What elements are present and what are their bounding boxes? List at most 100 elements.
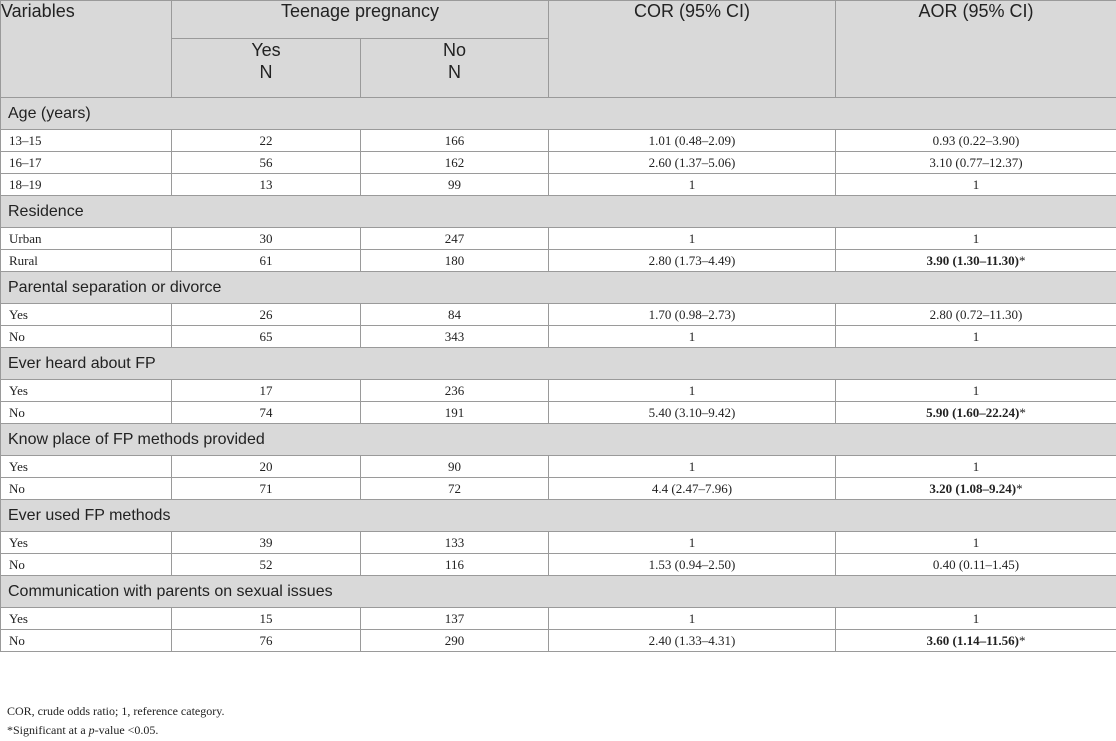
cell-cor: 1 (548, 607, 836, 630)
cell-aor: 1 (835, 227, 1116, 250)
cell-cor: 5.40 (3.10–9.42) (548, 401, 836, 424)
cell-no-count: 162 (360, 151, 549, 174)
cell-no-count: 90 (360, 455, 549, 478)
section-title: Ever heard about FP (0, 347, 1116, 380)
header-yes: Yes N (171, 38, 361, 98)
cell-variable: Yes (0, 531, 172, 554)
cell-cor: 1.53 (0.94–2.50) (548, 553, 836, 576)
table-row: No 52 116 1.53 (0.94–2.50) 0.40 (0.11–1.45) (0, 553, 1116, 576)
cell-aor: 1 (835, 325, 1116, 348)
cell-cor: 1 (548, 325, 836, 348)
cell-cor: 1 (548, 173, 836, 196)
cell-yes-count: 56 (171, 151, 361, 174)
table-row: No 71 72 4.4 (2.47–7.96) 3.20 (1.08–9.24)* (0, 477, 1116, 500)
table-row: 16–17 56 162 2.60 (1.37–5.06) 3.10 (0.77–12.… (0, 151, 1116, 174)
cell-variable: 13–15 (0, 129, 172, 152)
cell-variable: No (0, 325, 172, 348)
header-variables: Variables (0, 0, 172, 98)
cell-yes-count: 74 (171, 401, 361, 424)
cell-cor: 1 (548, 379, 836, 402)
cell-aor: 1 (835, 607, 1116, 630)
cell-yes-count: 15 (171, 607, 361, 630)
section-row: Know place of FP methods provided (0, 423, 1116, 456)
table-row: Yes 39 133 1 1 (0, 531, 1116, 554)
header-aor: AOR (95% CI) (835, 0, 1116, 98)
cell-aor: 5.90 (1.60–22.24)* (835, 401, 1116, 424)
significance-mark: * (1018, 252, 1026, 268)
table-row: Yes 26 84 1.70 (0.98–2.73) 2.80 (0.72–11.30) (0, 303, 1116, 326)
cell-yes-count: 61 (171, 249, 361, 272)
cell-yes-count: 17 (171, 379, 361, 402)
aor-value: 3.90 (1.30–11.30) (926, 252, 1019, 268)
section-title: Communication with parents on sexual iss… (0, 575, 1116, 608)
cell-cor: 2.40 (1.33–4.31) (548, 629, 836, 652)
cell-no-count: 191 (360, 401, 549, 424)
cell-variable: No (0, 629, 172, 652)
table-row: No 74 191 5.40 (3.10–9.42) 5.90 (1.60–22.24)… (0, 401, 1116, 424)
cell-variable: Yes (0, 379, 172, 402)
significance-mark: * (1016, 480, 1023, 496)
cell-no-count: 180 (360, 249, 549, 272)
cell-variable: Yes (0, 607, 172, 630)
cell-cor: 1 (548, 455, 836, 478)
cell-variable: No (0, 401, 172, 424)
section-row: Communication with parents on sexual iss… (0, 575, 1116, 608)
cell-aor: 0.40 (0.11–1.45) (835, 553, 1116, 576)
cell-aor: 1 (835, 173, 1116, 196)
footnotes: COR, crude odds ratio; 1, reference cate… (7, 702, 224, 740)
table-row: Yes 17 236 1 1 (0, 379, 1116, 402)
cell-aor: 0.93 (0.22–3.90) (835, 129, 1116, 152)
section-title: Residence (0, 195, 1116, 228)
table-row: Yes 15 137 1 1 (0, 607, 1116, 630)
cell-yes-count: 22 (171, 129, 361, 152)
table-row: Yes 20 90 1 1 (0, 455, 1116, 478)
cell-yes-count: 65 (171, 325, 361, 348)
section-row: Age (years) (0, 97, 1116, 130)
cell-cor: 2.80 (1.73–4.49) (548, 249, 836, 272)
cell-cor: 4.4 (2.47–7.96) (548, 477, 836, 500)
table-body: Age (years) 13–15 22 166 1.01 (0.48–2.09) 0.9… (0, 97, 1116, 652)
cell-cor: 1 (548, 531, 836, 554)
table-row: 18–19 13 99 1 1 (0, 173, 1116, 196)
cell-cor: 2.60 (1.37–5.06) (548, 151, 836, 174)
results-table: Variables Teenage pregnancy COR (95% CI)… (0, 0, 1116, 652)
cell-aor: 3.90 (1.30–11.30)* (835, 249, 1116, 272)
aor-value: 3.20 (1.08–9.24) (929, 480, 1017, 496)
cell-no-count: 236 (360, 379, 549, 402)
cell-no-count: 84 (360, 303, 549, 326)
table-row: No 65 343 1 1 (0, 325, 1116, 348)
cell-aor: 3.20 (1.08–9.24)* (835, 477, 1116, 500)
cell-aor: 3.60 (1.14–11.56)* (835, 629, 1116, 652)
cell-yes-count: 39 (171, 531, 361, 554)
aor-value: 3.60 (1.14–11.56) (926, 632, 1019, 648)
cell-aor: 1 (835, 379, 1116, 402)
section-row: Ever heard about FP (0, 347, 1116, 380)
cell-no-count: 166 (360, 129, 549, 152)
cell-no-count: 247 (360, 227, 549, 250)
header-teenage-pregnancy: Teenage pregnancy (171, 0, 549, 39)
table-header: Variables Teenage pregnancy COR (95% CI)… (0, 0, 1116, 98)
cell-variable: 18–19 (0, 173, 172, 196)
section-row: Residence (0, 195, 1116, 228)
cell-variable: No (0, 553, 172, 576)
footnote-abbreviations: COR, crude odds ratio; 1, reference cate… (7, 704, 225, 718)
section-title: Parental separation or divorce (0, 271, 1116, 304)
footnote-significance: *Significant at a p-value <0.05. (7, 723, 159, 737)
cell-no-count: 133 (360, 531, 549, 554)
cell-yes-count: 52 (171, 553, 361, 576)
cell-cor: 1 (548, 227, 836, 250)
header-cor: COR (95% CI) (548, 0, 836, 98)
section-title: Know place of FP methods provided (0, 423, 1116, 456)
header-no: No N (360, 38, 549, 98)
cell-yes-count: 13 (171, 173, 361, 196)
cell-no-count: 116 (360, 553, 549, 576)
aor-value: 5.90 (1.60–22.24) (926, 404, 1020, 420)
significance-mark: * (1019, 404, 1026, 420)
cell-cor: 1.01 (0.48–2.09) (548, 129, 836, 152)
cell-no-count: 343 (360, 325, 549, 348)
cell-variable: Rural (0, 249, 172, 272)
cell-variable: Urban (0, 227, 172, 250)
cell-yes-count: 71 (171, 477, 361, 500)
section-row: Ever used FP methods (0, 499, 1116, 532)
cell-no-count: 72 (360, 477, 549, 500)
